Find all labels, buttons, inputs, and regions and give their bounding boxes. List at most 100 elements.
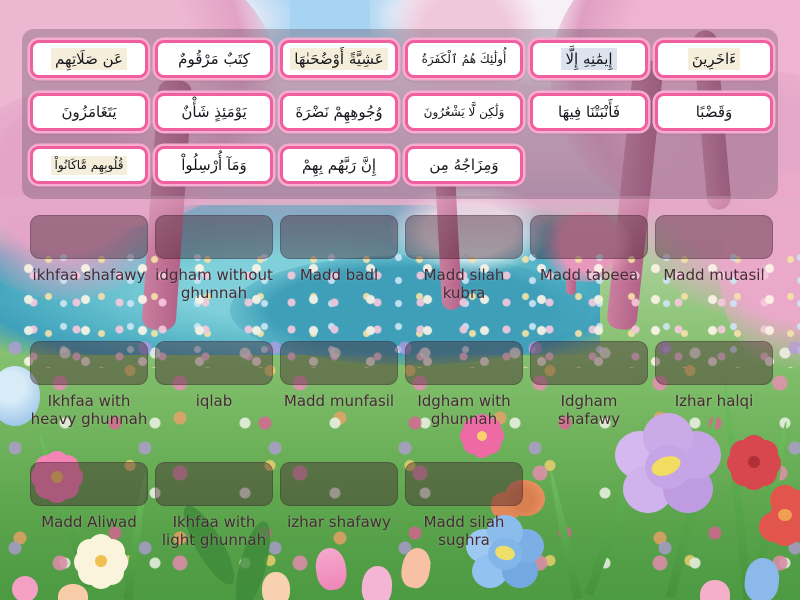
arabic-text: وُجُوهِهِمْ نَضْرَةَ xyxy=(295,102,383,121)
arabic-text: ءَاخَرِينَ xyxy=(687,47,741,71)
arabic-text: وَقَضْبًا xyxy=(695,102,733,121)
arabic-text-card[interactable]: يَتَغَامَزُونَ xyxy=(30,93,148,131)
answer-row-3: Madd Aliwad Ikhfaa with light ghunnah iz… xyxy=(30,462,773,549)
answer-drop-slot[interactable] xyxy=(30,215,148,259)
answer-drop-slot[interactable] xyxy=(405,462,523,506)
slot-label: idgham without ghunnah xyxy=(155,266,273,302)
slot-label: ikhfaa shafawy xyxy=(32,266,146,284)
answer-drop-slot[interactable] xyxy=(280,341,398,385)
answer-cell: Madd Aliwad xyxy=(30,462,148,549)
arabic-text: قُلُوبِهِم مَّاكَانُواْ xyxy=(50,155,128,175)
arabic-text-card[interactable]: يَوْمَئِذٍ شَأْنٌ xyxy=(155,93,273,131)
question-cards-panel: عَن صَلَاتِهِم كِتَبٌ مَرْقُومٌ عَشِيَّة… xyxy=(22,29,778,199)
arabic-text-card[interactable]: وَمِزَاجُهُ مِن xyxy=(405,146,523,184)
answer-drop-slot[interactable] xyxy=(530,341,648,385)
answer-cell: iqlab xyxy=(155,341,273,428)
slot-label: Izhar halqi xyxy=(674,392,754,410)
arabic-text: يَتَغَامَزُونَ xyxy=(61,102,117,121)
answer-cell: idgham without ghunnah xyxy=(155,215,273,302)
answer-row-2: Ikhfaa with heavy ghunnah iqlab Madd mun… xyxy=(30,341,773,428)
slot-label: Madd tabeea xyxy=(539,266,639,284)
arabic-text-card[interactable]: وَلَٰكِن لَّا يَشْعُرُونَ xyxy=(405,93,523,131)
flower-decoration xyxy=(472,426,492,446)
arabic-text-card[interactable]: وُجُوهِهِمْ نَضْرَةَ xyxy=(280,93,398,131)
answer-cell: Ikhfaa with light ghunnah xyxy=(155,462,273,549)
answer-drop-slot[interactable] xyxy=(655,341,773,385)
flower-decoration xyxy=(770,500,800,530)
arabic-text: كِتَبٌ مَرْقُومٌ xyxy=(178,49,250,68)
arabic-text: وَمَآ أُرْسِلُواْ xyxy=(181,155,247,174)
flower-decoration xyxy=(488,538,522,570)
arabic-text-card[interactable]: عَشِيَّةً أَوْضُحَىٰهَا xyxy=(280,40,398,78)
answer-drop-slot[interactable] xyxy=(30,341,148,385)
answer-drop-slot[interactable] xyxy=(405,215,523,259)
arabic-text: أُولَٰئِكَ هُمُ ٱلْكَفَرَةُ xyxy=(421,51,507,66)
slot-label: Ikhfaa with heavy ghunnah xyxy=(30,392,148,428)
tulip-decoration xyxy=(58,584,88,600)
arabic-text-card[interactable]: إِيمَٰنِهِ إِلَّا xyxy=(530,40,648,78)
answer-cell: Ikhfaa with heavy ghunnah xyxy=(30,341,148,428)
answer-drop-slot[interactable] xyxy=(155,341,273,385)
answer-drop-slot[interactable] xyxy=(30,462,148,506)
answer-drop-slot[interactable] xyxy=(155,462,273,506)
arabic-text: وَلَٰكِن لَّا يَشْعُرُونَ xyxy=(423,104,505,119)
answer-cell: Madd tabeea xyxy=(530,215,648,302)
arabic-text-card[interactable]: كِتَبٌ مَرْقُومٌ xyxy=(155,40,273,78)
flower-decoration xyxy=(88,548,114,574)
slot-label: Madd silah sughra xyxy=(423,513,505,549)
answer-drop-slot[interactable] xyxy=(530,215,648,259)
arabic-text: عَن صَلَاتِهِم xyxy=(51,47,127,71)
tulip-decoration xyxy=(262,572,290,600)
tulip-decoration xyxy=(12,576,38,600)
slot-label: Madd Aliwad xyxy=(41,513,137,531)
answer-cell: Madd silah sughra xyxy=(405,462,523,549)
slot-label: Madd mutasil xyxy=(663,266,765,284)
flower-decoration xyxy=(505,480,545,516)
answer-cell: Idgham shafawy xyxy=(530,341,648,428)
answer-cell: izhar shafawy xyxy=(280,462,398,549)
slot-label: Madd badl xyxy=(299,266,379,284)
arabic-text: فَأَنْبَتْنَا فِيهَا xyxy=(558,102,621,121)
arabic-text-card[interactable]: عَن صَلَاتِهِم xyxy=(30,40,148,78)
flower-decoration xyxy=(645,445,691,489)
flower-decoration xyxy=(45,465,69,489)
answer-cell: ikhfaa shafawy xyxy=(30,215,148,302)
slot-label: Idgham shafawy xyxy=(557,392,621,428)
flower-bud-decoration xyxy=(0,366,40,426)
slot-label: iqlab xyxy=(195,392,233,410)
arabic-text-card[interactable]: قُلُوبِهِم مَّاكَانُواْ xyxy=(30,146,148,184)
flower-decoration xyxy=(741,449,767,475)
answer-drop-slot[interactable] xyxy=(155,215,273,259)
arabic-text-card[interactable]: إِنَّ رَبَّهُم بِهِمْ xyxy=(280,146,398,184)
answer-drop-slot[interactable] xyxy=(280,462,398,506)
arabic-text-card[interactable]: أُولَٰئِكَ هُمُ ٱلْكَفَرَةُ xyxy=(405,40,523,78)
answer-drop-slot[interactable] xyxy=(280,215,398,259)
arabic-text-card[interactable]: وَقَضْبًا xyxy=(655,93,773,131)
arabic-text: عَشِيَّةً أَوْضُحَىٰهَا xyxy=(290,47,388,71)
slot-label: Madd munfasil xyxy=(283,392,395,410)
arabic-text: وَمِزَاجُهُ مِن xyxy=(429,155,499,174)
slot-label: izhar shafawy xyxy=(287,513,391,531)
answer-cell: Izhar halqi xyxy=(655,341,773,428)
arabic-text-card[interactable]: وَمَآ أُرْسِلُواْ xyxy=(155,146,273,184)
arabic-text-card[interactable]: فَأَنْبَتْنَا فِيهَا xyxy=(530,93,648,131)
slot-label: Idgham with ghunnah xyxy=(417,392,511,428)
tulip-decoration xyxy=(700,580,730,600)
answer-drop-slot[interactable] xyxy=(405,341,523,385)
answer-cell: Idgham with ghunnah xyxy=(405,341,523,428)
slot-label: Madd silah kubra xyxy=(423,266,505,302)
answer-cell: Madd badl xyxy=(280,215,398,302)
answer-drop-slot[interactable] xyxy=(655,215,773,259)
arabic-text: إِنَّ رَبَّهُم بِهِمْ xyxy=(301,155,377,174)
answer-cell: Madd mutasil xyxy=(655,215,773,302)
arabic-text: يَوْمَئِذٍ شَأْنٌ xyxy=(181,102,247,121)
answer-cell: Madd silah kubra xyxy=(405,215,523,302)
slot-label: Ikhfaa with light ghunnah xyxy=(161,513,267,549)
arabic-text: إِيمَٰنِهِ إِلَّا xyxy=(561,47,617,71)
answer-row-1: ikhfaa shafawy idgham without ghunnah Ma… xyxy=(30,215,773,302)
cards-grid: عَن صَلَاتِهِم كِتَبٌ مَرْقُومٌ عَشِيَّة… xyxy=(30,40,773,184)
blossom-haze-decoration xyxy=(0,196,800,258)
arabic-text-card[interactable]: ءَاخَرِينَ xyxy=(655,40,773,78)
answer-cell: Madd munfasil xyxy=(280,341,398,428)
